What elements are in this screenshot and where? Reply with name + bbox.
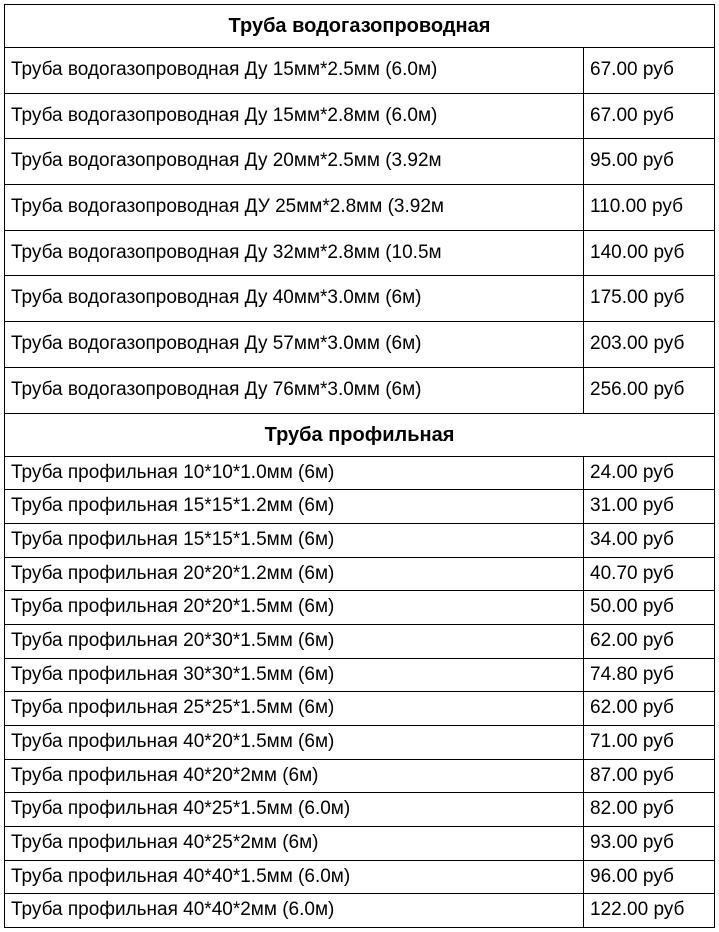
product-price: 67.00 руб — [584, 48, 715, 94]
product-name: Труба профильная 20*30*1.5мм (6м) — [5, 624, 584, 658]
product-price: 31.00 руб — [584, 490, 715, 524]
product-name: Труба профильная 20*20*1.2мм (6м) — [5, 557, 584, 591]
table-row: Труба профильная 20*20*1.2мм (6м)40.70 р… — [5, 557, 715, 591]
product-price: 40.70 руб — [584, 557, 715, 591]
table-row: Труба водогазопроводная Ду 76мм*3.0мм (6… — [5, 367, 715, 413]
table-row: Труба водогазопроводная Ду 57мм*3.0мм (6… — [5, 322, 715, 368]
product-name: Труба профильная 15*15*1.2мм (6м) — [5, 490, 584, 524]
table-row: Труба профильная 30*30*1.5мм (6м)74.80 р… — [5, 658, 715, 692]
product-price: 67.00 руб — [584, 93, 715, 139]
table-row: Труба профильная 15*15*1.2мм (6м)31.00 р… — [5, 490, 715, 524]
section-title: Труба профильная — [5, 413, 715, 456]
product-price: 93.00 руб — [584, 827, 715, 861]
table-row: Труба профильная 15*15*1.5мм (6м)34.00 р… — [5, 523, 715, 557]
product-name: Труба профильная 40*40*2мм (6.0м) — [5, 894, 584, 928]
table-row: Труба профильная 20*30*1.5мм (6м)62.00 р… — [5, 624, 715, 658]
table-row: Труба водогазопроводная Ду 32мм*2.8мм (1… — [5, 230, 715, 276]
table-row: Труба водогазопроводная Ду 20мм*2.5мм (3… — [5, 139, 715, 185]
product-name: Труба профильная 30*30*1.5мм (6м) — [5, 658, 584, 692]
table-row: Труба водогазопроводная Ду 15мм*2.5мм (6… — [5, 48, 715, 94]
product-price: 95.00 руб — [584, 139, 715, 185]
product-name: Труба водогазопроводная Ду 40мм*3.0мм (6… — [5, 276, 584, 322]
product-name: Труба профильная 25*25*1.5мм (6м) — [5, 692, 584, 726]
section-header-row: Труба водогазопроводная — [5, 5, 715, 48]
product-name: Труба водогазопроводная Ду 57мм*3.0мм (6… — [5, 322, 584, 368]
table-row: Труба профильная 25*25*1.5мм (6м)62.00 р… — [5, 692, 715, 726]
product-name: Труба профильная 40*20*2мм (6м) — [5, 759, 584, 793]
table-row: Труба профильная 40*25*2мм (6м)93.00 руб — [5, 827, 715, 861]
product-price: 140.00 руб — [584, 230, 715, 276]
product-price: 256.00 руб — [584, 367, 715, 413]
section-title: Труба водогазопроводная — [5, 5, 715, 48]
price-table: Труба водогазопроводнаяТруба водогазопро… — [4, 4, 715, 928]
product-price: 34.00 руб — [584, 523, 715, 557]
table-row: Труба водогазопроводная Ду 15мм*2.8мм (6… — [5, 93, 715, 139]
section-header-row: Труба профильная — [5, 413, 715, 456]
table-row: Труба профильная 20*20*1.5мм (6м)50.00 р… — [5, 591, 715, 625]
product-name: Труба водогазопроводная Ду 20мм*2.5мм (3… — [5, 139, 584, 185]
table-row: Труба водогазопроводная Ду 40мм*3.0мм (6… — [5, 276, 715, 322]
product-name: Труба профильная 20*20*1.5мм (6м) — [5, 591, 584, 625]
product-name: Труба профильная 40*25*1.5мм (6.0м) — [5, 793, 584, 827]
table-row: Труба профильная 40*20*1.5мм (6м)71.00 р… — [5, 726, 715, 760]
product-name: Труба водогазопроводная ДУ 25мм*2.8мм (3… — [5, 185, 584, 231]
product-name: Труба профильная 40*25*2мм (6м) — [5, 827, 584, 861]
product-price: 96.00 руб — [584, 860, 715, 894]
product-name: Труба профильная 10*10*1.0мм (6м) — [5, 456, 584, 490]
product-price: 87.00 руб — [584, 759, 715, 793]
product-price: 82.00 руб — [584, 793, 715, 827]
table-row: Труба профильная 40*40*1.5мм (6.0м)96.00… — [5, 860, 715, 894]
product-price: 203.00 руб — [584, 322, 715, 368]
product-price: 175.00 руб — [584, 276, 715, 322]
table-row: Труба профильная 40*25*1.5мм (6.0м)82.00… — [5, 793, 715, 827]
table-row: Труба профильная 40*40*2мм (6.0м)122.00 … — [5, 894, 715, 928]
product-price: 62.00 руб — [584, 624, 715, 658]
product-price: 110.00 руб — [584, 185, 715, 231]
product-price: 74.80 руб — [584, 658, 715, 692]
product-name: Труба профильная 15*15*1.5мм (6м) — [5, 523, 584, 557]
product-price: 122.00 руб — [584, 894, 715, 928]
product-price: 71.00 руб — [584, 726, 715, 760]
product-name: Труба профильная 40*20*1.5мм (6м) — [5, 726, 584, 760]
product-price: 62.00 руб — [584, 692, 715, 726]
product-name: Труба водогазопроводная Ду 32мм*2.8мм (1… — [5, 230, 584, 276]
product-name: Труба водогазопроводная Ду 15мм*2.5мм (6… — [5, 48, 584, 94]
table-row: Труба профильная 10*10*1.0мм (6м)24.00 р… — [5, 456, 715, 490]
table-row: Труба водогазопроводная ДУ 25мм*2.8мм (3… — [5, 185, 715, 231]
product-name: Труба водогазопроводная Ду 15мм*2.8мм (6… — [5, 93, 584, 139]
product-name: Труба профильная 40*40*1.5мм (6.0м) — [5, 860, 584, 894]
product-price: 24.00 руб — [584, 456, 715, 490]
table-row: Труба профильная 40*20*2мм (6м)87.00 руб — [5, 759, 715, 793]
product-name: Труба водогазопроводная Ду 76мм*3.0мм (6… — [5, 367, 584, 413]
product-price: 50.00 руб — [584, 591, 715, 625]
